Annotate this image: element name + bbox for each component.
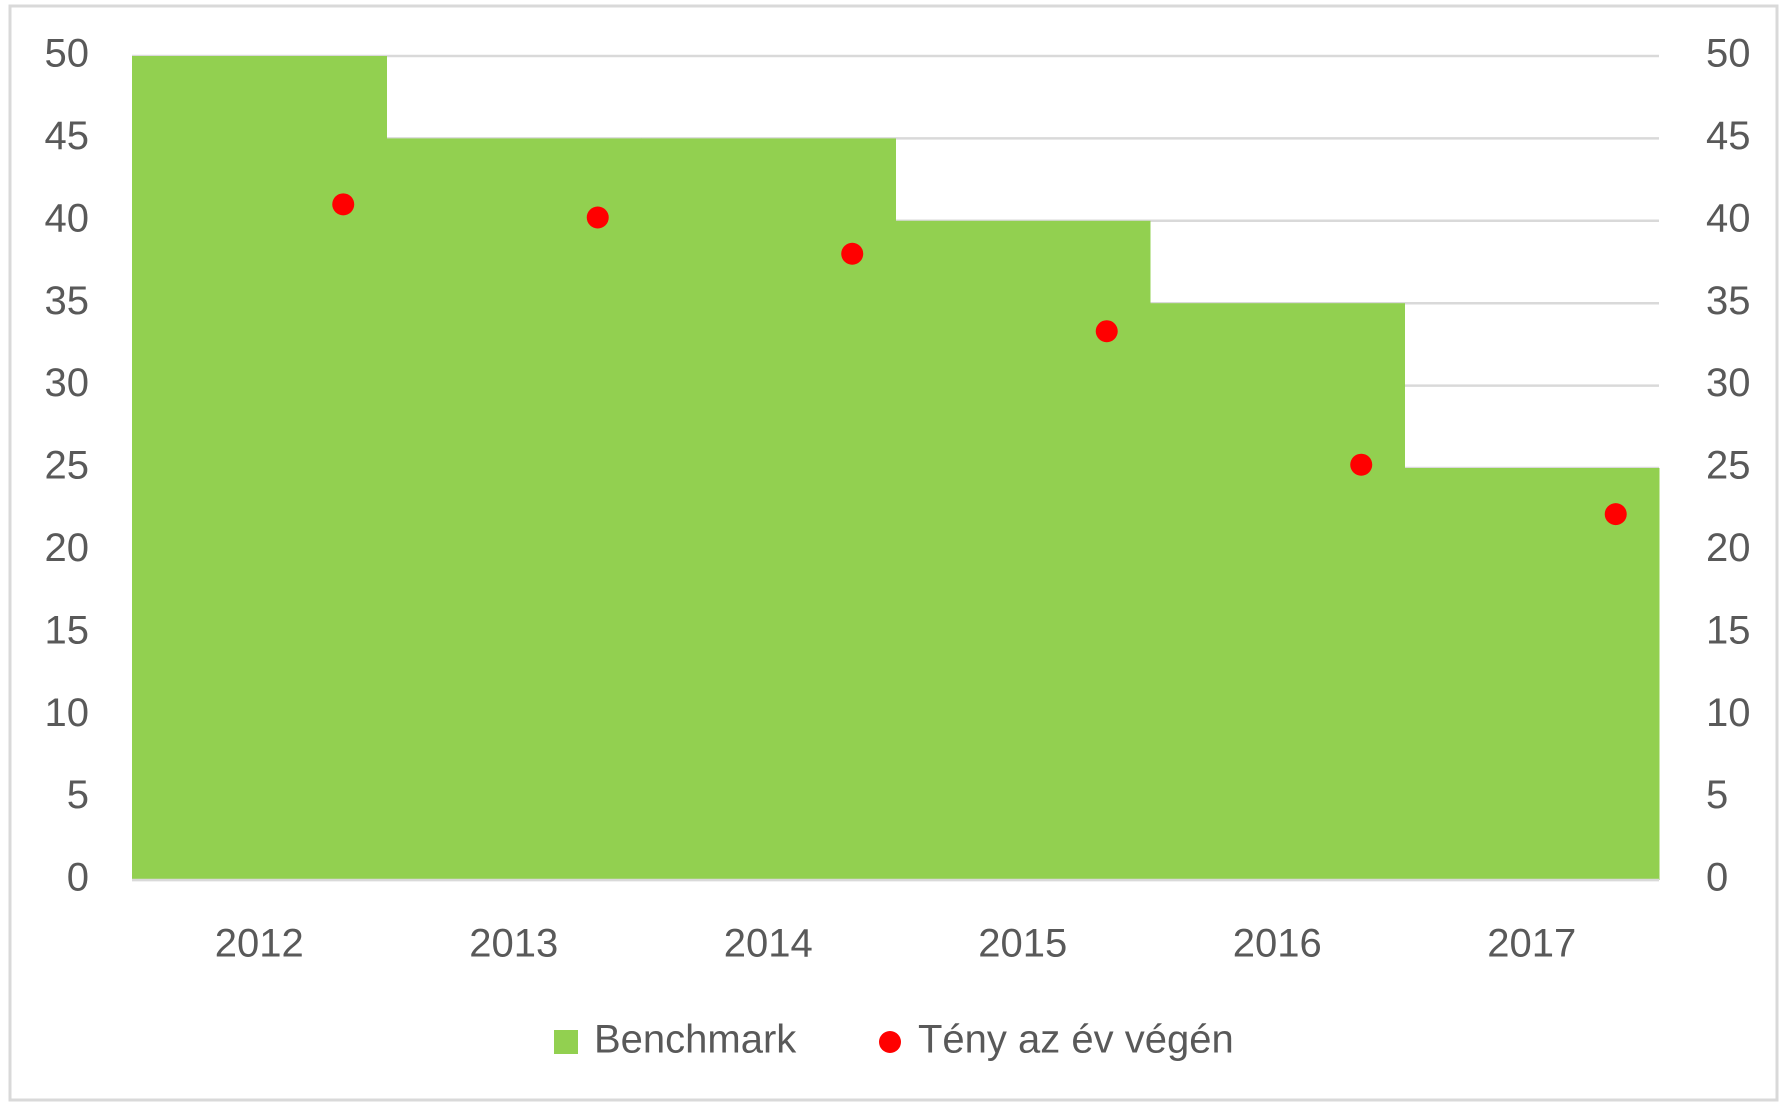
y2-tick-label: 40 [1706,196,1751,240]
y2-tick-label: 0 [1706,856,1728,900]
x-tick-label: 2014 [724,922,813,966]
y-tick-label: 45 [45,114,90,158]
legend-marker [554,1030,578,1054]
y2-tick-label: 15 [1706,608,1751,652]
point [1604,503,1627,526]
y-tick-label: 20 [45,526,90,570]
bar [386,138,642,880]
y2-tick-label: 30 [1706,361,1751,405]
x-tick-label: 2012 [215,922,304,966]
y-tick-label: 35 [45,279,90,323]
point [1095,320,1118,343]
y-tick-label: 30 [45,361,90,405]
y2-tick-label: 20 [1706,526,1751,570]
x-tick-label: 2016 [1233,922,1322,966]
point [841,242,864,265]
y-tick-label: 50 [45,32,90,76]
legend-marker [879,1031,901,1053]
y2-tick-label: 10 [1706,691,1751,735]
x-tick-label: 2015 [978,922,1067,966]
y-tick-label: 25 [45,444,90,488]
point [332,193,355,216]
bar [132,56,387,880]
point [1350,453,1373,476]
y-tick-label: 40 [45,196,90,240]
bar [1150,303,1405,880]
x-tick-label: 2013 [469,922,558,966]
y2-tick-label: 5 [1706,773,1728,817]
y-tick-label: 15 [45,608,90,652]
y-tick-label: 5 [67,773,89,817]
y-tick-label: 0 [67,856,89,900]
x-tick-label: 2017 [1487,922,1576,966]
point [586,206,609,229]
y2-tick-label: 35 [1706,279,1751,323]
legend-label: Benchmark [594,1018,797,1062]
y2-tick-label: 25 [1706,444,1751,488]
bar [895,220,1151,881]
y2-tick-label: 45 [1706,114,1751,158]
bar [1404,468,1660,880]
y2-tick-label: 50 [1706,32,1751,76]
legend-label: Tény az év végén [918,1018,1234,1062]
y-tick-label: 10 [45,691,90,735]
